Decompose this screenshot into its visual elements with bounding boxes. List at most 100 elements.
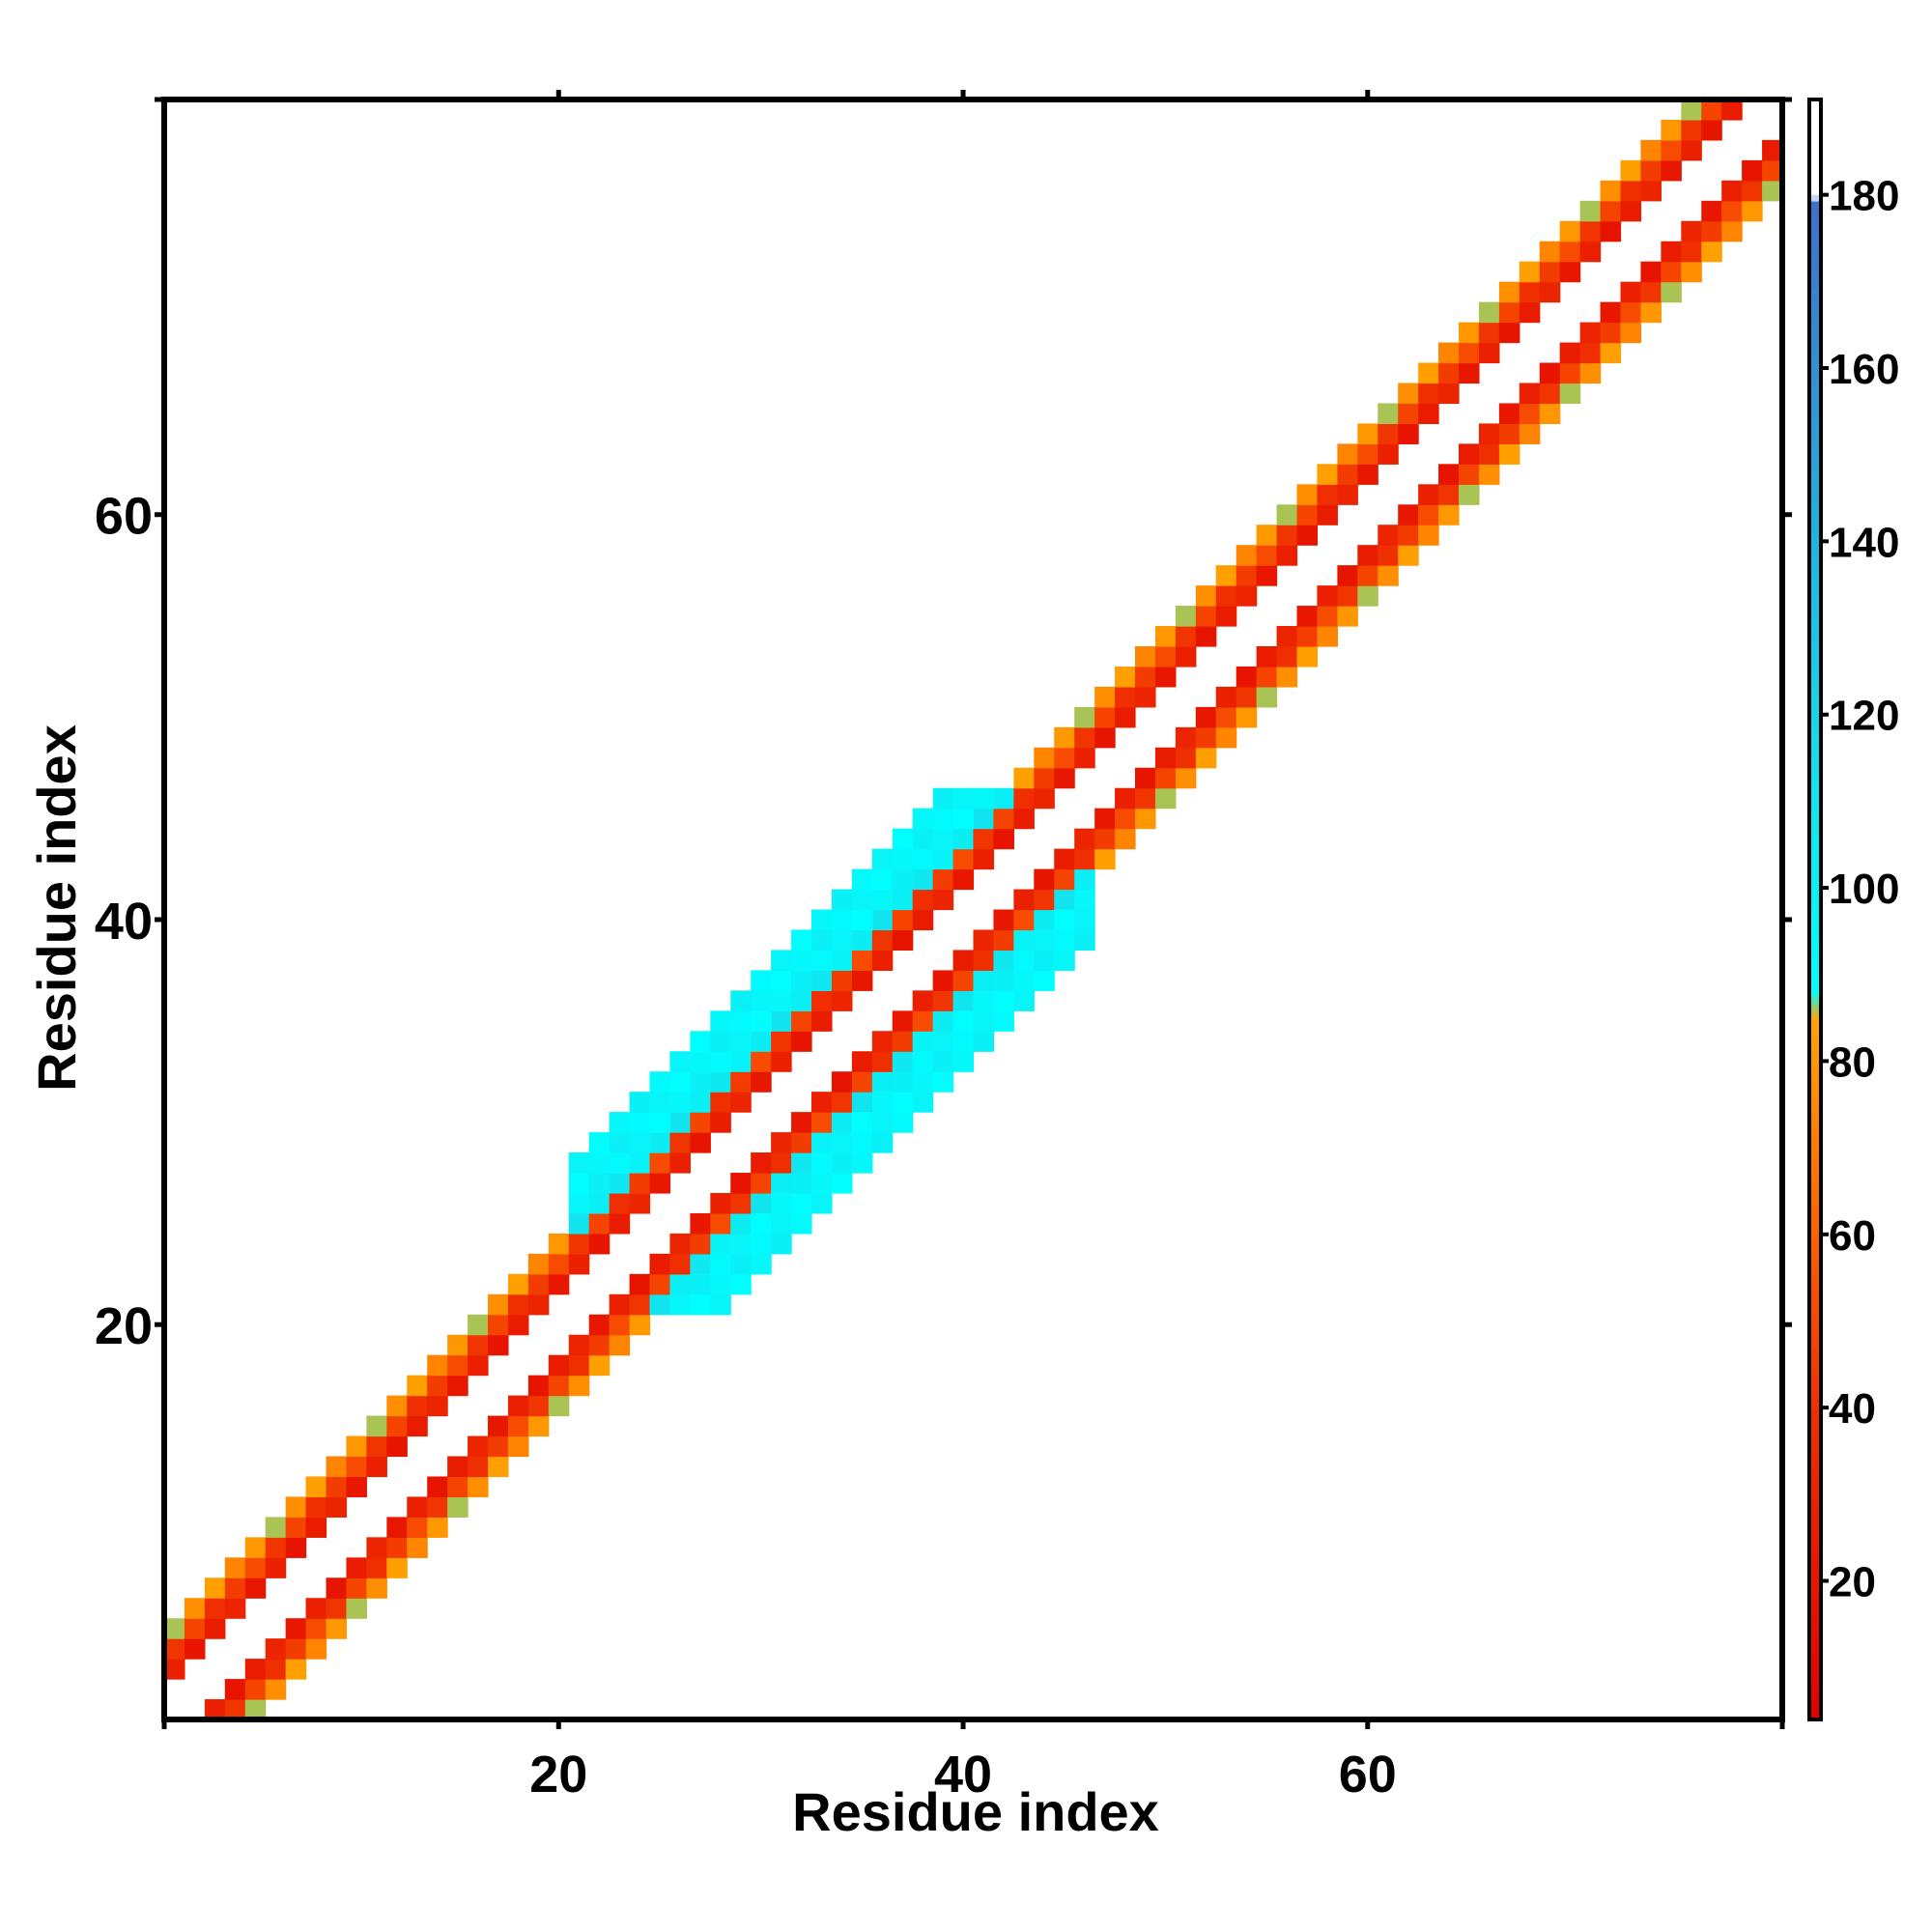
- heatmap-cell: [932, 1051, 954, 1072]
- heatmap-cell: [1115, 686, 1136, 708]
- heatmap-cell: [690, 1051, 711, 1072]
- colorbar-segment: [1809, 835, 1821, 843]
- heatmap-cell: [912, 1071, 934, 1093]
- colorbar-segment: [1809, 1510, 1821, 1519]
- heatmap-cell: [447, 1476, 469, 1498]
- heatmap-cell: [1236, 585, 1258, 607]
- heatmap-cell: [952, 1031, 975, 1052]
- colorbar-segment: [1809, 328, 1821, 337]
- heatmap-cell: [1296, 484, 1319, 505]
- heatmap-cell: [791, 1212, 812, 1235]
- colorbar-segment: [1809, 403, 1821, 412]
- heatmap-cell: [871, 889, 894, 911]
- heatmap-cell: [932, 970, 954, 991]
- heatmap-cell: [1438, 362, 1460, 384]
- heatmap-cell: [548, 1233, 570, 1255]
- heatmap-cell: [871, 1132, 894, 1153]
- colorbar-segment: [1809, 1199, 1821, 1208]
- colorbar-segment: [1809, 909, 1821, 918]
- heatmap-cell: [468, 1435, 489, 1458]
- heatmap-cell: [407, 1496, 428, 1518]
- colorbar-segment: [1809, 1577, 1821, 1586]
- heatmap-cell: [407, 1415, 428, 1437]
- colorbar-segment: [1809, 1132, 1821, 1140]
- heatmap-cell: [973, 808, 995, 830]
- colorbar-segment: [1809, 335, 1821, 344]
- heatmap-cell: [1074, 747, 1095, 769]
- heatmap-cell: [871, 868, 894, 891]
- heatmap-cell: [468, 1354, 489, 1377]
- heatmap-cell: [285, 1638, 307, 1660]
- heatmap-cell: [791, 950, 812, 971]
- heatmap-cell: [629, 1293, 651, 1316]
- colorbar-segment: [1809, 679, 1821, 688]
- heatmap-cell: [1721, 180, 1743, 202]
- heatmap-cell: [1034, 929, 1055, 952]
- heatmap-cell: [629, 1132, 651, 1153]
- colorbar-segment: [1809, 261, 1821, 270]
- heatmap-cell: [892, 1031, 914, 1052]
- colorbar-segment: [1809, 606, 1821, 613]
- heatmap-cell: [831, 929, 853, 952]
- colorbar-segment: [1809, 875, 1821, 884]
- heatmap-cell: [629, 1314, 651, 1336]
- colorbar-segment: [1809, 693, 1821, 701]
- heatmap-cell: [871, 848, 894, 870]
- heatmap-cell: [1317, 626, 1338, 647]
- heatmap-cell: [366, 1577, 387, 1599]
- heatmap-cell: [1074, 726, 1095, 749]
- colorbar-segment: [1809, 1652, 1821, 1660]
- colorbar-segment: [1809, 1139, 1821, 1147]
- heatmap-cell: [265, 1537, 287, 1558]
- colorbar-segment: [1809, 794, 1821, 803]
- heatmap-cell: [1620, 322, 1642, 344]
- colorbar-segment: [1809, 1010, 1821, 1019]
- colorbar-segment: [1809, 1287, 1821, 1295]
- heatmap-cell: [507, 1293, 529, 1316]
- heatmap-cell: [1418, 525, 1439, 546]
- heatmap-cell: [1640, 281, 1662, 303]
- heatmap-cell: [1357, 545, 1378, 566]
- heatmap-cell: [1620, 301, 1642, 324]
- heatmap-cell: [771, 970, 792, 991]
- heatmap-cell: [1600, 220, 1622, 242]
- heatmap-cell: [548, 1375, 570, 1397]
- heatmap-cell: [1215, 585, 1237, 607]
- heatmap-cell: [993, 808, 1014, 830]
- heatmap-cell: [1195, 585, 1217, 607]
- heatmap-cell: [204, 1577, 226, 1599]
- colorbar-segment: [1809, 1523, 1821, 1532]
- heatmap-cell: [1478, 464, 1500, 485]
- heatmap-cell: [831, 970, 853, 991]
- heatmap-cell: [649, 1132, 671, 1153]
- heatmap-cell: [1559, 362, 1581, 384]
- heatmap-cell: [952, 990, 975, 1011]
- colorbar-segment: [1809, 1280, 1821, 1289]
- heatmap-cell: [1034, 787, 1055, 810]
- heatmap-cell: [1296, 525, 1319, 546]
- heatmap-cell: [1195, 726, 1217, 749]
- heatmap-cell: [973, 1010, 995, 1032]
- heatmap-cell: [851, 909, 873, 931]
- colorbar-segment: [1809, 1490, 1821, 1498]
- heatmap-cell: [751, 1173, 772, 1194]
- heatmap-cell: [629, 1273, 651, 1295]
- colorbar-segment: [1809, 1092, 1821, 1099]
- heatmap-cell: [588, 1334, 611, 1356]
- colorbar-segment: [1809, 295, 1821, 303]
- heatmap-cell: [1256, 525, 1278, 546]
- heatmap-cell: [588, 1152, 611, 1174]
- colorbar-segment: [1809, 1166, 1821, 1174]
- heatmap-cell: [851, 1071, 873, 1093]
- heatmap-cell: [730, 1253, 752, 1275]
- heatmap-cell: [568, 1212, 590, 1235]
- heatmap-cell: [932, 808, 954, 830]
- heatmap-cell: [851, 1152, 873, 1174]
- colorbar-segment: [1809, 504, 1821, 513]
- colorbar-tick-label: 20: [1829, 1559, 1876, 1606]
- heatmap-cell: [952, 787, 975, 810]
- heatmap-cell: [1034, 909, 1055, 931]
- y-tick-label: 20: [95, 1297, 153, 1355]
- heatmap-cell: [932, 828, 954, 850]
- heatmap-cell: [993, 828, 1014, 850]
